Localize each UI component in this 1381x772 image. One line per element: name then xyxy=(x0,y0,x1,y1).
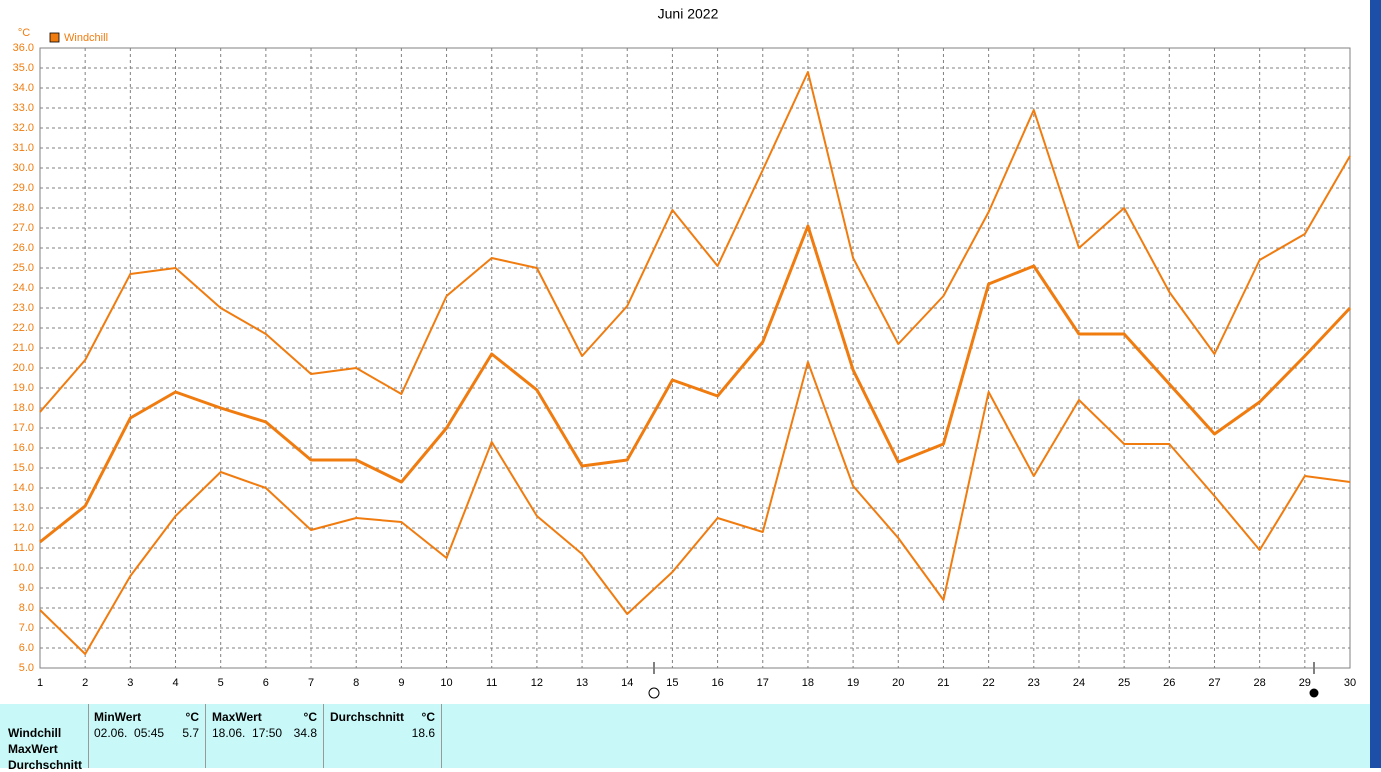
x-tick-label: 3 xyxy=(127,677,133,689)
x-tick-label: 30 xyxy=(1344,677,1356,689)
y-tick-label: 26.0 xyxy=(13,242,34,254)
row-label: Durchschnitt xyxy=(8,758,83,772)
column-header: MinWert xyxy=(94,710,142,724)
y-tick-label: 35.0 xyxy=(13,62,34,74)
column-value: 18.6 xyxy=(411,726,435,740)
x-tick-label: 16 xyxy=(711,677,723,689)
data-line xyxy=(39,224,1352,544)
x-tick-label: 15 xyxy=(666,677,678,689)
moon-new xyxy=(648,687,660,699)
x-tick-label: 18 xyxy=(802,677,814,689)
x-tick-label: 21 xyxy=(937,677,949,689)
y-tick-label: 36.0 xyxy=(13,42,34,54)
y-tick-label: 27.0 xyxy=(13,222,34,234)
x-tick-label: 19 xyxy=(847,677,859,689)
x-tick-label: 11 xyxy=(486,677,497,689)
x-tick-label: 2 xyxy=(82,677,88,689)
y-tick-label: 29.0 xyxy=(13,182,34,194)
chart-title: Juni 2022 xyxy=(658,6,719,22)
y-tick-label: 9.0 xyxy=(19,582,34,594)
y-tick-label: 7.0 xyxy=(19,622,34,634)
x-tick-label: 5 xyxy=(218,677,224,689)
y-tick-label: 10.0 xyxy=(13,562,34,574)
chart: Juni 2022 °C 5.0 6.0 7.0 8.0 9.0 10.0 11.0 12.0… xyxy=(13,6,1356,699)
y-unit: °C xyxy=(18,27,30,39)
column-header: Durchschnitt xyxy=(330,710,405,724)
y-tick-label: 8.0 xyxy=(19,602,34,614)
column-value: 34.8 xyxy=(293,726,317,740)
y-tick-label: 17.0 xyxy=(13,422,34,434)
stats-table: Windchill MaxWert Durchschnitt MinWert °… xyxy=(0,704,1370,772)
x-tick-label: 1 xyxy=(37,677,43,689)
column-value: 5.7 xyxy=(182,726,199,740)
x-tick-label: 4 xyxy=(172,677,178,689)
data-line xyxy=(39,71,1351,413)
x-tick-label: 28 xyxy=(1254,677,1266,689)
column-header: MaxWert xyxy=(212,710,262,724)
x-tick-label: 6 xyxy=(263,677,269,689)
x-tick-label: 13 xyxy=(576,677,588,689)
x-tick-label: 29 xyxy=(1299,677,1311,689)
data-line xyxy=(39,361,1351,655)
x-tick-label: 27 xyxy=(1208,677,1220,689)
x-tick-label: 8 xyxy=(353,677,359,689)
y-tick-label: 21.0 xyxy=(13,342,34,354)
column-unit: °C xyxy=(303,710,317,724)
y-tick-label: 18.0 xyxy=(13,402,34,414)
stats-column: Durchschnitt °C 18.6 xyxy=(324,704,442,768)
column-time: 02.06. 05:45 xyxy=(94,726,165,740)
x-tick-label: 14 xyxy=(621,677,633,689)
x-tick-label: 22 xyxy=(982,677,994,689)
y-tick-label: 24.0 xyxy=(13,282,34,294)
y-tick-label: 32.0 xyxy=(13,122,34,134)
desktop-edge xyxy=(1370,0,1381,768)
y-tick-label: 5.0 xyxy=(19,662,34,674)
x-tick-label: 17 xyxy=(757,677,769,689)
y-tick-label: 25.0 xyxy=(13,262,34,274)
column-unit: °C xyxy=(185,710,199,724)
y-tick-label: 30.0 xyxy=(13,162,34,174)
stats-column: MaxWert °C 18.06. 17:50 34.8 xyxy=(206,704,324,768)
y-tick-label: 23.0 xyxy=(13,302,34,314)
x-tick-label: 10 xyxy=(440,677,452,689)
stats-column: MinWert °C 02.06. 05:45 5.7 xyxy=(88,704,206,768)
plot-frame xyxy=(39,47,1351,669)
y-tick-label: 20.0 xyxy=(13,362,34,374)
moon-full xyxy=(1309,688,1319,698)
y-tick-label: 31.0 xyxy=(13,142,34,154)
x-tick-label: 26 xyxy=(1163,677,1175,689)
y-tick-label: 34.0 xyxy=(13,82,34,94)
row-label: MaxWert xyxy=(8,742,58,756)
y-tick-label: 11.0 xyxy=(13,542,34,554)
y-tick-label: 6.0 xyxy=(19,642,34,654)
y-tick-label: 13.0 xyxy=(13,502,34,514)
legend-swatch xyxy=(49,32,60,43)
y-tick-label: 22.0 xyxy=(13,322,34,334)
y-tick-label: 12.0 xyxy=(13,522,34,534)
y-tick-label: 19.0 xyxy=(13,382,34,394)
y-tick-label: 28.0 xyxy=(13,202,34,214)
x-tick-label: 7 xyxy=(308,677,314,689)
x-tick-label: 9 xyxy=(398,677,404,689)
y-tick-label: 15.0 xyxy=(13,462,34,474)
legend-label: Windchill xyxy=(64,32,108,44)
row-labels: Windchill MaxWert Durchschnitt xyxy=(0,704,89,772)
row-label: Windchill xyxy=(8,726,62,740)
column-unit: °C xyxy=(421,710,435,724)
x-tick-label: 24 xyxy=(1073,677,1085,689)
column-time: 18.06. 17:50 xyxy=(212,726,283,740)
y-tick-label: 14.0 xyxy=(13,482,34,494)
x-tick-label: 20 xyxy=(892,677,904,689)
y-tick-label: 16.0 xyxy=(13,442,34,454)
x-tick-label: 25 xyxy=(1118,677,1130,689)
x-tick-label: 12 xyxy=(531,677,543,689)
x-tick-label: 23 xyxy=(1028,677,1040,689)
y-tick-label: 33.0 xyxy=(13,102,34,114)
